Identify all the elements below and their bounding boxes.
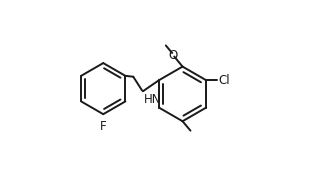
Text: HN: HN xyxy=(143,93,161,106)
Text: Cl: Cl xyxy=(218,74,230,87)
Text: O: O xyxy=(168,49,177,62)
Text: F: F xyxy=(100,120,106,133)
